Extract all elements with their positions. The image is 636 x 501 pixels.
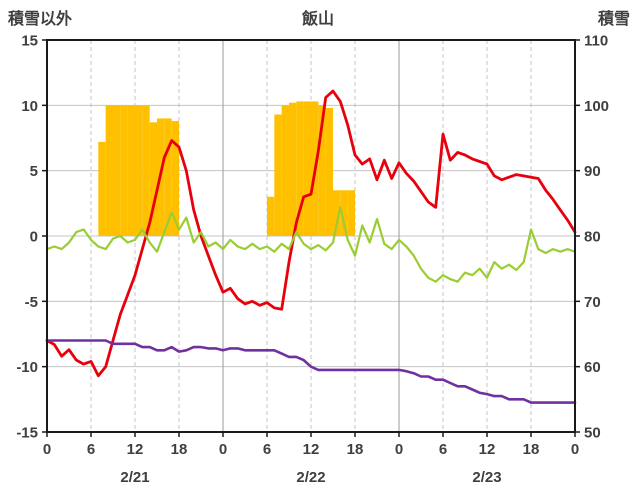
orange-bars: [318, 105, 326, 236]
orange-bars: [274, 114, 282, 236]
x-axis-hour-label: 12: [479, 441, 496, 458]
right-axis-tick-label: 60: [584, 359, 601, 376]
x-axis-date-label: 2/21: [120, 469, 149, 486]
x-axis-hour-label: 6: [87, 441, 95, 458]
orange-bars: [303, 101, 311, 236]
x-axis-hour-label: 0: [219, 441, 227, 458]
right-axis-tick-label: 70: [584, 294, 601, 311]
orange-bars: [296, 101, 304, 236]
x-axis-hour-label: 0: [571, 441, 579, 458]
right-axis-tick-label: 110: [584, 33, 608, 50]
orange-bars: [105, 105, 113, 236]
right-axis-tick-label: 50: [584, 425, 601, 442]
purple-line-snow-depth: [45, 339, 577, 404]
green-line: [45, 206, 577, 283]
red-line: [45, 89, 577, 378]
orange-bars: [289, 102, 297, 236]
orange-bars: [98, 141, 106, 236]
orange-bars: [149, 122, 157, 236]
x-axis-hour-label: 6: [263, 441, 271, 458]
x-axis-hour-label: 0: [43, 441, 51, 458]
orange-bars: [113, 105, 121, 236]
x-axis-hour-label: 12: [303, 441, 320, 458]
x-axis-hour-label: 18: [347, 441, 364, 458]
left-axis-tick-label: 15: [21, 33, 38, 50]
left-axis-tick-label: 0: [30, 229, 38, 246]
orange-bars: [267, 196, 275, 236]
x-axis-hour-label: 18: [523, 441, 540, 458]
x-axis-date-label: 2/23: [472, 469, 501, 486]
orange-bars: [281, 105, 289, 236]
left-axis-tick-label: 5: [30, 163, 38, 180]
right-axis-title: 積雪: [597, 11, 630, 28]
orange-bars: [171, 121, 179, 236]
right-axis-tick-label: 90: [584, 163, 601, 180]
orange-bars: [142, 105, 150, 236]
x-axis-date-label: 2/22: [296, 469, 325, 486]
orange-bars: [333, 190, 341, 236]
left-axis-title: 積雪以外: [8, 11, 73, 28]
orange-bars: [164, 118, 172, 236]
left-axis-tick-label: -15: [16, 425, 38, 442]
orange-bars: [347, 190, 355, 236]
x-axis-hour-label: 6: [439, 441, 447, 458]
right-axis-tick-label: 100: [584, 98, 609, 115]
right-axis-tick-label: 80: [584, 229, 601, 246]
x-axis-hour-label: 12: [127, 441, 144, 458]
orange-bars: [120, 105, 128, 236]
left-axis-tick-label: -5: [25, 294, 38, 311]
x-axis-hour-label: 0: [395, 441, 403, 458]
orange-bars: [127, 105, 135, 236]
orange-bars: [325, 107, 333, 237]
chart-title: 飯山: [301, 11, 334, 28]
left-axis-tick-label: -10: [16, 359, 38, 376]
orange-bars: [340, 190, 348, 236]
left-axis-tick-label: 10: [21, 98, 38, 115]
orange-bars: [135, 105, 143, 236]
x-axis-hour-label: 18: [171, 441, 188, 458]
